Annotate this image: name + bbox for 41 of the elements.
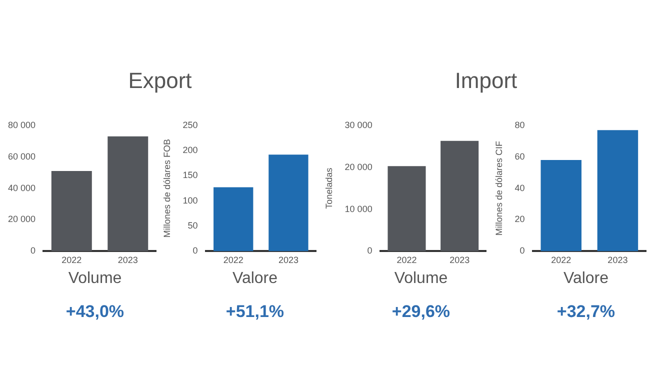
text: +29,6% bbox=[390, 302, 452, 322]
text: +43,0% bbox=[64, 302, 126, 322]
y-axis-title: Millones de dólares FOB bbox=[162, 139, 172, 238]
x-axis-title: Volume bbox=[393, 270, 449, 288]
x-axis-title: Valore bbox=[231, 270, 279, 288]
x-axis-title: Valore bbox=[562, 270, 610, 288]
y-tick-label: 50 bbox=[188, 220, 198, 231]
y-tick-label: 200 bbox=[182, 145, 198, 156]
y-axis-title: Millones de dólares CIF bbox=[494, 140, 504, 236]
y-tick-label: 20 bbox=[514, 214, 525, 224]
chart-title: Import bbox=[454, 68, 518, 94]
y-tick-label: 0 bbox=[30, 246, 36, 256]
y-tick-label: 80 bbox=[514, 120, 525, 130]
y-tick-label: 0 bbox=[520, 246, 525, 256]
x-tick-label: 2023 bbox=[118, 255, 138, 266]
x-axis-title: Volume bbox=[67, 270, 123, 288]
y-axis-title: Toneladas bbox=[324, 167, 334, 209]
x-tick-label: 2022 bbox=[223, 255, 244, 266]
x-tick-label: 2023 bbox=[278, 255, 298, 266]
x-tick-label: 2022 bbox=[551, 255, 572, 266]
y-tick-label: 30 000 bbox=[344, 120, 372, 130]
y-tick-label: 100 bbox=[182, 195, 198, 206]
text: +32,7% bbox=[556, 302, 616, 322]
y-tick-label: 0 bbox=[367, 246, 372, 256]
y-tick-label: 60 000 bbox=[8, 151, 36, 162]
x-tick-label: 2022 bbox=[62, 255, 82, 266]
text: +51,1% bbox=[224, 302, 286, 322]
y-tick-label: 10 000 bbox=[344, 204, 372, 214]
y-tick-label: 80 000 bbox=[8, 120, 36, 130]
y-tick-label: 150 bbox=[182, 170, 198, 180]
y-tick-label: 250 bbox=[182, 120, 198, 130]
y-tick-label: 20 000 bbox=[344, 162, 372, 172]
y-tick-label: 60 bbox=[514, 151, 525, 162]
y-tick-label: 20 000 bbox=[8, 214, 36, 224]
y-tick-label: 40 000 bbox=[8, 182, 36, 193]
x-tick-label: 2022 bbox=[396, 255, 417, 266]
y-tick-label: 0 bbox=[192, 246, 198, 256]
x-tick-label: 2023 bbox=[608, 255, 628, 266]
y-tick-label: 40 bbox=[514, 182, 525, 193]
chart-title: Export bbox=[127, 68, 193, 94]
x-tick-label: 2023 bbox=[450, 255, 470, 266]
